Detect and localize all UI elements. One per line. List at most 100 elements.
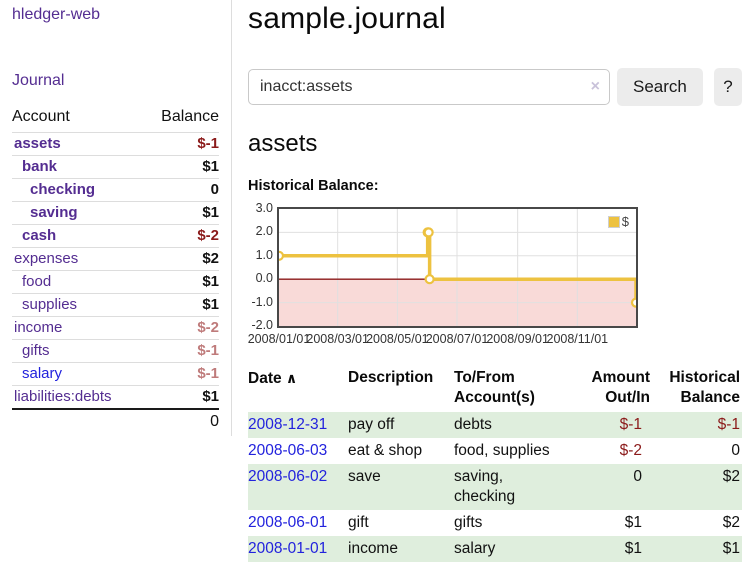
account-row: supplies $1 xyxy=(12,293,219,317)
account-balance: $1 xyxy=(142,155,219,179)
transaction-accounts: gifts xyxy=(454,514,483,531)
sidebar-account-link[interactable]: assets xyxy=(14,135,61,152)
transaction-date-link[interactable]: 2008-06-03 xyxy=(248,442,328,459)
account-row: salary $-1 xyxy=(12,362,219,386)
column-header-accounts: To/From Account(s) xyxy=(454,369,535,406)
y-axis-tick-label: 0.0 xyxy=(255,271,273,286)
account-balance: $-1 xyxy=(142,132,219,156)
accounts-total-row: 0 xyxy=(12,408,219,434)
transaction-amount: 0 xyxy=(566,464,650,510)
series-label: $ xyxy=(621,214,629,229)
transaction-row: 2008-06-01 gift gifts $1 $2 xyxy=(248,510,742,536)
y-axis-tick-label: -2.0 xyxy=(251,318,273,332)
account-balance: $1 xyxy=(142,270,219,294)
account-row: checking 0 xyxy=(12,178,219,202)
account-balance: $1 xyxy=(142,293,219,317)
sidebar-item-journal[interactable]: Journal xyxy=(12,72,65,89)
account-row: cash $-2 xyxy=(12,224,219,248)
y-axis-tick-label: 2.0 xyxy=(255,224,273,239)
sidebar-account-link[interactable]: checking xyxy=(30,181,96,198)
historical-balance-chart: $ 3.0 2.0 1.0 0.0 -1.0 -2.0 2008/01/01 2008/03/… xyxy=(247,201,668,350)
transaction-row: 2008-06-03 eat & shop food, supplies $-2 0 xyxy=(248,438,742,464)
account-row: assets $-1 xyxy=(12,132,219,156)
chart-plot-area: $ xyxy=(277,207,638,328)
column-header-description: Description xyxy=(348,369,434,386)
page-title: sample.journal xyxy=(248,2,446,35)
sidebar-account-link[interactable]: supplies xyxy=(22,296,78,313)
register-table: Date ∧ Description To/From Account(s) Am… xyxy=(248,366,742,562)
transaction-balance: $2 xyxy=(722,514,740,531)
accounts-header-account: Account xyxy=(12,108,70,125)
sidebar-account-link[interactable]: food xyxy=(22,273,52,290)
transaction-row: 2008-06-02 save saving, checking 0 $2 xyxy=(248,464,742,510)
transaction-row: 2008-01-01 income salary $1 $1 xyxy=(248,536,742,562)
transaction-description: income xyxy=(348,536,454,562)
sidebar-account-link[interactable]: saving xyxy=(30,204,78,221)
clear-search-icon[interactable]: × xyxy=(590,78,600,95)
sidebar-account-link[interactable]: salary xyxy=(22,365,63,382)
sidebar-account-link[interactable]: gifts xyxy=(22,342,50,359)
sidebar-account-link[interactable]: cash xyxy=(22,227,57,244)
sidebar-account-link[interactable]: income xyxy=(14,319,63,336)
x-axis-tick-label: 2008/03/01 xyxy=(306,332,369,346)
x-axis-tick-label: 2008/09/01 xyxy=(486,332,549,346)
chart-legend: $ xyxy=(605,213,631,230)
account-row: saving $1 xyxy=(12,201,219,225)
sidebar-account-link[interactable]: expenses xyxy=(14,250,79,267)
account-heading: assets xyxy=(248,130,318,157)
account-balance: 0 xyxy=(142,178,219,202)
account-balance: $-1 xyxy=(142,339,219,363)
account-balance: $-2 xyxy=(142,316,219,340)
transaction-description: eat & shop xyxy=(348,442,423,459)
series-color-swatch xyxy=(607,215,620,228)
transaction-balance: $1 xyxy=(650,536,742,562)
column-header-balance: Historical Balance xyxy=(669,369,740,406)
transaction-date-link[interactable]: 2008-06-01 xyxy=(248,514,328,531)
account-row: gifts $-1 xyxy=(12,339,219,363)
transaction-accounts: salary xyxy=(454,536,566,562)
x-axis-tick-label: 2008/01/01 xyxy=(247,332,311,346)
account-balance: $-2 xyxy=(142,224,219,248)
transaction-accounts: debts xyxy=(454,412,566,438)
sort-ascending-icon: ∧ xyxy=(285,370,298,386)
account-row: bank $1 xyxy=(12,155,219,179)
account-balance: $1 xyxy=(142,201,219,225)
transaction-balance: 0 xyxy=(731,442,740,459)
y-axis-tick-label: 3.0 xyxy=(255,201,273,215)
x-axis-tick-label: 2008/07/01 xyxy=(425,332,489,346)
search-form: × Search ? xyxy=(248,68,742,106)
transaction-amount: $-1 xyxy=(566,412,650,438)
accounts-total-value: 0 xyxy=(142,408,219,434)
transaction-accounts: food, supplies xyxy=(454,442,550,459)
chart-title: Historical Balance: xyxy=(248,178,379,194)
app-title-link[interactable]: hledger-web xyxy=(12,6,101,23)
transaction-row: 2008-12-31 pay off debts $-1 $-1 xyxy=(248,412,742,438)
account-row: income $-2 xyxy=(12,316,219,340)
transaction-date-link[interactable]: 2008-01-01 xyxy=(248,540,328,557)
sidebar-account-link[interactable]: liabilities:debts xyxy=(14,388,112,405)
transaction-date-link[interactable]: 2008-12-31 xyxy=(248,416,328,433)
search-button[interactable]: Search xyxy=(617,68,703,106)
account-row: expenses $2 xyxy=(12,247,219,271)
help-button[interactable]: ? xyxy=(713,68,742,106)
account-balance: $-1 xyxy=(142,362,219,386)
register-header-row: Date ∧ Description To/From Account(s) Am… xyxy=(248,366,742,412)
transaction-balance: $-1 xyxy=(650,412,742,438)
transaction-description: save xyxy=(348,464,454,510)
search-input[interactable] xyxy=(248,69,610,105)
x-axis-tick-label: 2008/05/01 xyxy=(366,332,429,346)
main-content: sample.journal × Search ? assets Histori… xyxy=(248,0,742,562)
account-row: food $1 xyxy=(12,270,219,294)
column-header-amount: Amount Out/In xyxy=(591,369,650,406)
column-header-date[interactable]: Date ∧ xyxy=(248,366,348,412)
y-axis-tick-label: 1.0 xyxy=(255,247,273,262)
account-row: liabilities:debts $1 xyxy=(12,385,219,409)
account-balance: $1 xyxy=(142,385,219,409)
account-balance: $2 xyxy=(142,247,219,271)
accounts-header-balance: Balance xyxy=(161,108,219,125)
transaction-amount: $1 xyxy=(566,536,650,562)
transaction-date-link[interactable]: 2008-06-02 xyxy=(248,468,328,485)
transaction-description: pay off xyxy=(348,412,454,438)
sidebar-account-link[interactable]: bank xyxy=(22,158,58,175)
transaction-amount: $-2 xyxy=(619,442,642,459)
